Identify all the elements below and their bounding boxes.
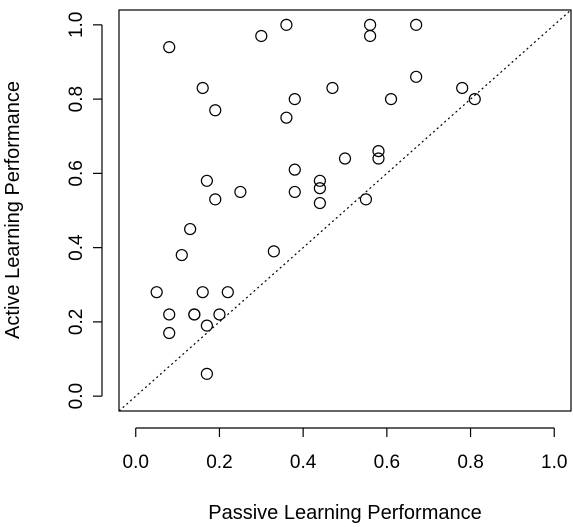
data-point (410, 18, 423, 31)
y-tick-label: 0.0 (66, 383, 87, 409)
x-tick-label: 0.8 (457, 452, 483, 473)
data-point (280, 18, 293, 31)
data-point (364, 18, 377, 31)
data-point (313, 182, 326, 195)
data-point (150, 286, 163, 299)
x-tick-label: 0.6 (374, 452, 400, 473)
data-point (313, 174, 326, 187)
data-point (326, 81, 339, 95)
data-point (200, 367, 213, 380)
data-point (280, 111, 293, 124)
data-point (200, 319, 213, 332)
plot-frame (118, 9, 572, 412)
data-point (338, 152, 352, 165)
y-tick-label: 0.2 (66, 309, 87, 335)
data-point (175, 248, 188, 262)
y-tick-label: 1.0 (66, 12, 87, 38)
data-point (372, 144, 385, 158)
data-point (200, 174, 213, 187)
data-point (384, 93, 398, 106)
y-tick-label: 0.4 (66, 234, 87, 261)
y-tick-label: 0.8 (66, 86, 87, 112)
data-point (372, 152, 385, 165)
data-point (288, 163, 301, 176)
data-point (410, 70, 423, 83)
x-axis-label: Passive Learning Performance (208, 502, 481, 524)
data-point (188, 308, 201, 321)
data-point (196, 81, 209, 95)
data-point (221, 286, 234, 299)
data-point (313, 196, 326, 210)
data-point (184, 222, 197, 236)
data-point (267, 245, 280, 258)
y-axis: 0.0 0.2 0.4 0.6 0.8 1.0 (66, 12, 103, 409)
x-axis: 0.0 0.2 0.4 0.6 0.8 1.0 (123, 427, 567, 473)
data-point (196, 286, 209, 299)
data-point (359, 193, 373, 206)
data-point (234, 185, 247, 199)
data-point (163, 41, 176, 54)
y-tick-label: 0.6 (66, 160, 87, 186)
data-point (364, 29, 377, 43)
x-tick-label: 1.0 (541, 452, 567, 473)
data-point (163, 308, 176, 321)
data-point (288, 93, 301, 106)
y-axis-label: Active Learning Performance (2, 81, 24, 339)
data-point (209, 104, 222, 117)
x-tick-label: 0.2 (206, 452, 232, 473)
data-point (255, 29, 268, 43)
data-point (288, 185, 301, 199)
x-tick-label: 0.0 (123, 452, 149, 473)
x-tick-label: 0.4 (290, 452, 317, 473)
data-point (468, 93, 481, 106)
data-point (213, 308, 226, 321)
reference-line-layer (118, 9, 572, 412)
data-points-layer (150, 18, 481, 380)
data-point (456, 81, 469, 95)
identity-reference-line (118, 9, 572, 412)
data-point (209, 193, 222, 206)
data-point (163, 326, 176, 340)
